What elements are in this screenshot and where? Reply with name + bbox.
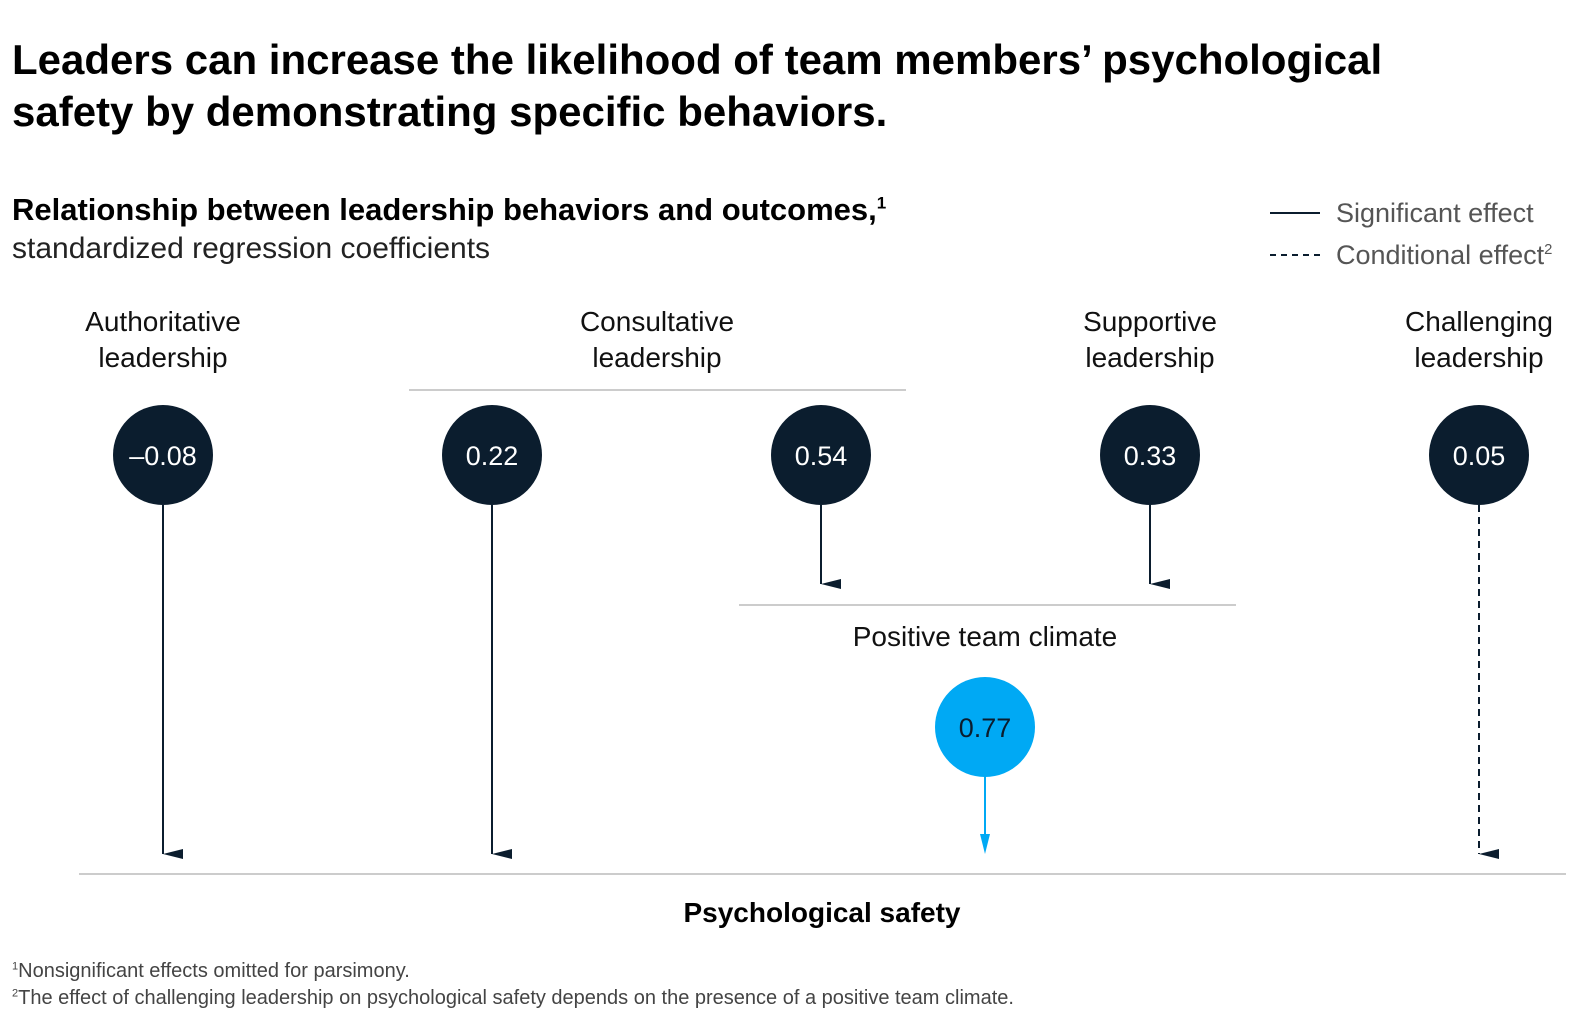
subtitle-main: Relationship between leadership behavior… xyxy=(12,190,1112,230)
node-supportive-climate: 0.33 xyxy=(1100,405,1200,505)
page-title: Leaders can increase the likelihood of t… xyxy=(12,36,1383,135)
legend-label-significant: Significant effect xyxy=(1336,197,1534,228)
node-value: 0.33 xyxy=(1124,441,1177,471)
node-value: 0.77 xyxy=(959,713,1012,743)
footnote-2-marker: 2 xyxy=(12,987,19,1000)
node-circle xyxy=(442,405,542,505)
footnote-1-marker: 1 xyxy=(12,960,19,973)
subtitle-main-text: Relationship between leadership behavior… xyxy=(12,192,877,227)
node-circle xyxy=(113,405,213,505)
legend-label-conditional: Conditional effect2 xyxy=(1336,240,1552,271)
arrow-climate-to-safety-head xyxy=(980,834,990,854)
legend-label-conditional-text: Conditional effect xyxy=(1336,239,1545,270)
node-circle xyxy=(771,405,871,505)
chart-subtitle: Relationship between leadership behavior… xyxy=(12,190,1112,268)
node-climate-safety: 0.77 xyxy=(935,677,1035,777)
group-label-challenging-line1: Challenging xyxy=(1405,306,1553,337)
node-value: –0.08 xyxy=(129,441,197,471)
outcome-label: Psychological safety xyxy=(683,897,960,928)
node-value: 0.54 xyxy=(795,441,848,471)
footnote-1: 1Nonsignificant effects omitted for pars… xyxy=(12,958,1512,985)
legend-item-significant: Significant effect xyxy=(1270,192,1570,234)
footnote-1-text: Nonsignificant effects omitted for parsi… xyxy=(18,960,410,982)
node-circle-accent xyxy=(935,677,1035,777)
group-label-consultative-line2: leadership xyxy=(592,342,721,373)
group-label-supportive-line2: leadership xyxy=(1085,342,1214,373)
solid-line-icon xyxy=(1270,212,1320,214)
group-label-challenging-line2: leadership xyxy=(1414,342,1543,373)
node-value: 0.22 xyxy=(466,441,519,471)
legend-footnote-marker: 2 xyxy=(1544,241,1553,258)
legend: Significant effect Conditional effect2 xyxy=(1270,192,1570,276)
footnotes: 1Nonsignificant effects omitted for pars… xyxy=(12,958,1512,1012)
group-label-supportive-line1: Supportive xyxy=(1083,306,1217,337)
node-circle xyxy=(1100,405,1200,505)
climate-label: Positive team climate xyxy=(853,621,1118,652)
node-circle xyxy=(1429,405,1529,505)
group-label-consultative-line1: Consultative xyxy=(580,306,734,337)
node-consultative-safety: 0.22 xyxy=(442,405,542,505)
node-value: 0.05 xyxy=(1453,441,1506,471)
node-consultative-climate: 0.54 xyxy=(771,405,871,505)
subtitle-footnote-marker: 1 xyxy=(876,193,887,213)
group-label-authoritative-line1: Authoritative xyxy=(85,306,241,337)
subtitle-unit: standardized regression coefficients xyxy=(12,232,491,265)
group-label-authoritative-line2: leadership xyxy=(98,342,227,373)
footnote-2-text: The effect of challenging leadership on … xyxy=(18,987,1014,1009)
dashed-line-icon xyxy=(1270,254,1320,256)
footnote-2: 2The effect of challenging leadership on… xyxy=(12,985,1512,1012)
legend-item-conditional: Conditional effect2 xyxy=(1270,234,1570,276)
node-authoritative-safety: –0.08 xyxy=(113,405,213,505)
node-challenging-safety: 0.05 xyxy=(1429,405,1529,505)
